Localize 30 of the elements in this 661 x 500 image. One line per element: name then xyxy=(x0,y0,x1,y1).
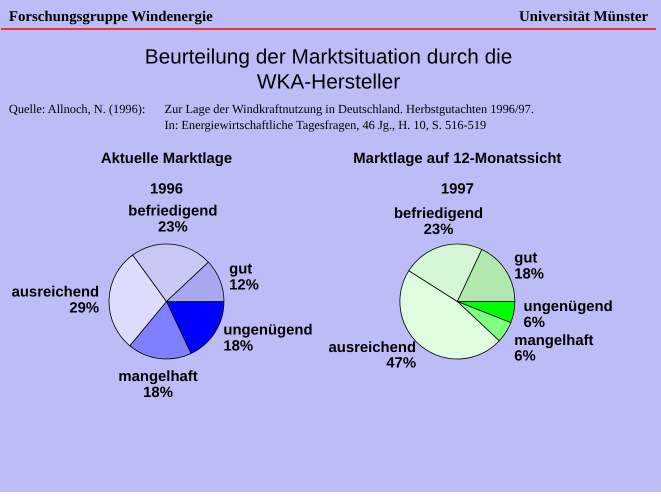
text: Beurteilung der Marktsituation durch die WKA-Hersteller xyxy=(144,46,512,94)
slice-label: gut xyxy=(514,250,538,266)
data-label: 47% xyxy=(386,356,416,372)
slice-label: ausreichend xyxy=(328,340,416,356)
slice-label: befriedigend xyxy=(128,204,218,220)
slice-label: ungenügend xyxy=(524,299,613,316)
text: Universität Münster xyxy=(518,9,649,26)
data-label: 23% xyxy=(158,219,188,236)
slice-label: mangelhaft xyxy=(118,369,198,386)
slice-label: gut xyxy=(229,262,252,278)
data-label: 18% xyxy=(223,338,254,354)
chart-title: Marktlage auf 12-Monatssicht xyxy=(353,150,562,167)
data-label: 6% xyxy=(514,348,536,365)
data-label: 18% xyxy=(514,266,544,282)
source-note: Quelle: Allnoch, N. (1996): xyxy=(8,102,146,116)
chart-subtitle: 1996 xyxy=(150,181,184,198)
text: Forschungsgruppe Windenergie xyxy=(8,9,214,26)
slice-label: ungenügend xyxy=(223,322,313,339)
text: Zur Lage der Windkraftnutzung in Deutschland. Herbstgutachten 1996/97. xyxy=(164,102,534,116)
data-label: 18% xyxy=(143,385,173,402)
slice-label: befriedigend xyxy=(394,206,484,222)
chart-subtitle: 1997 xyxy=(440,181,474,198)
slice-label: mangelhaft xyxy=(514,332,594,349)
data-label: 29% xyxy=(69,300,100,316)
data-label: 12% xyxy=(229,278,259,294)
data-label: 6% xyxy=(524,315,546,332)
chart-title: Aktuelle Marktlage xyxy=(100,150,232,167)
slice-label: ausreichend xyxy=(12,284,100,300)
data-label: 23% xyxy=(424,222,454,238)
text: In: Energiewirtschaftliche Tagesfragen, 46 Jg., H. 10, S. 516-519 xyxy=(164,118,486,132)
